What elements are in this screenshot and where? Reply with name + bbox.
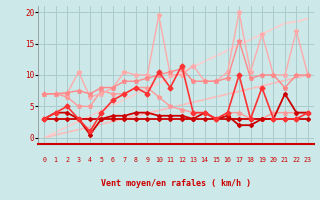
X-axis label: Vent moyen/en rafales ( km/h ): Vent moyen/en rafales ( km/h ) [101, 179, 251, 188]
